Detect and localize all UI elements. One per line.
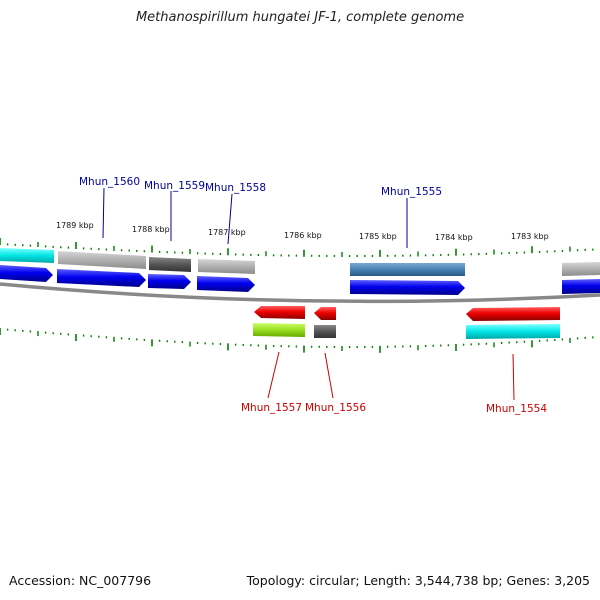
grey-feature[interactable] (198, 259, 255, 274)
lime-feature[interactable] (253, 323, 305, 337)
ruler-label: 1783 kbp (511, 232, 549, 241)
top-gene-labels: Mhun_1560 Mhun_1559 Mhun_1558 Mhun_1555 (79, 176, 442, 248)
ruler-label: 1788 kbp (132, 225, 170, 234)
reverse-cds-arrow[interactable] (254, 306, 305, 319)
gene-label-mhun-1557[interactable]: Mhun_1557 (241, 402, 302, 414)
bottom-gene-labels: Mhun_1557 Mhun_1556 Mhun_1554 (241, 351, 547, 415)
ruler-label: 1786 kbp (284, 231, 322, 240)
grey-feature[interactable] (58, 251, 146, 269)
forward-cds-arrow[interactable] (0, 265, 53, 282)
forward-cds-arrow[interactable] (562, 279, 600, 294)
gene-label-mhun-1559[interactable]: Mhun_1559 (144, 180, 205, 192)
reverse-cds-lane (254, 306, 560, 321)
dark-grey-feature[interactable] (314, 325, 336, 338)
accession-text: Accession: NC_007796 (9, 573, 152, 588)
ruler-ticks-bottom (0, 328, 594, 353)
gene-label-mhun-1560[interactable]: Mhun_1560 (79, 176, 140, 188)
forward-cds-arrow[interactable] (57, 269, 146, 287)
cyan-feature[interactable] (466, 324, 560, 339)
reverse-cds-arrow[interactable] (466, 307, 560, 321)
ruler-label: 1784 kbp (435, 233, 473, 242)
top-feature-lane (0, 248, 600, 276)
genome-info-text: Topology: circular; Length: 3,544,738 bp… (246, 573, 590, 588)
gene-label-mhun-1555[interactable]: Mhun_1555 (381, 186, 442, 198)
grey-feature[interactable] (562, 262, 600, 276)
ruler-label: 1787 kbp (208, 228, 246, 237)
ruler-labels: 1789 kbp 1788 kbp 1787 kbp 1786 kbp 1785… (56, 221, 549, 242)
gene-label-mhun-1556[interactable]: Mhun_1556 (305, 402, 366, 414)
gene-label-mhun-1554[interactable]: Mhun_1554 (486, 403, 547, 415)
dark-grey-feature[interactable] (149, 257, 191, 272)
steelblue-feature[interactable] (350, 263, 465, 276)
forward-cds-lane (0, 265, 600, 295)
ruler-ticks-top (0, 238, 594, 257)
ruler-label: 1785 kbp (359, 232, 397, 241)
forward-cds-arrow[interactable] (350, 280, 465, 295)
genome-backbone (0, 282, 600, 304)
ruler-label: 1789 kbp (56, 221, 94, 230)
bottom-feature-lane (253, 323, 560, 339)
map-title: Methanospirillum hungatei JF-1, complete… (135, 10, 465, 25)
forward-cds-arrow[interactable] (148, 274, 191, 289)
reverse-cds-arrow[interactable] (314, 307, 336, 320)
gene-label-mhun-1558[interactable]: Mhun_1558 (205, 182, 266, 194)
forward-cds-arrow[interactable] (197, 276, 255, 292)
cyan-feature[interactable] (0, 248, 54, 263)
